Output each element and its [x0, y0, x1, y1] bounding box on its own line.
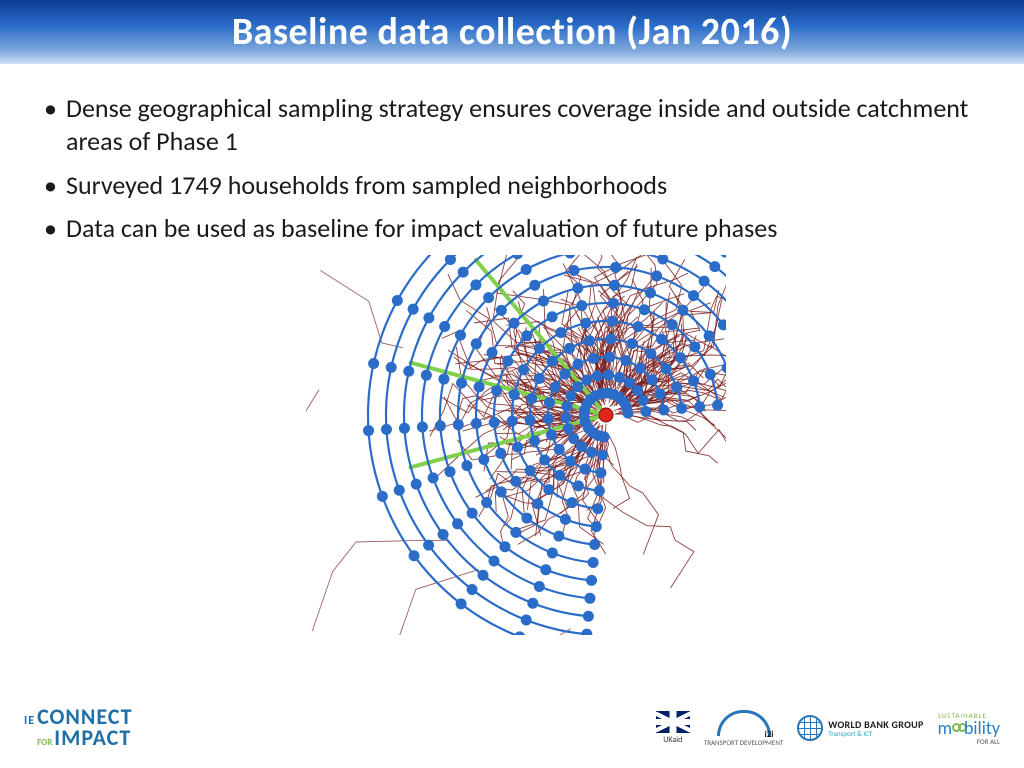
mobility-rings-icon [952, 723, 964, 732]
logo-ie: IE [24, 714, 35, 728]
uk-flag-icon [656, 711, 690, 733]
i2i-arc-icon: i2i [717, 710, 771, 736]
title-bar: Baseline data collection (Jan 2016) [0, 0, 1024, 64]
bullet-item: Surveyed 1749 households from sampled ne… [40, 169, 992, 202]
ukaid-label: UKaid [663, 735, 682, 745]
mobility-forall: FOR ALL [977, 738, 1000, 745]
wbg-line1: WORLD BANK GROUP [828, 720, 923, 730]
logo-impact: IMPACT [54, 728, 131, 749]
slide-body: Dense geographical sampling strategy ens… [0, 64, 1024, 635]
mobility-post: bility [964, 719, 1000, 737]
sustainable-mobility-logo: SUSTAINABLE m bility FOR ALL [938, 712, 1000, 745]
footer: IE CONNECT FOR IMPACT UKaid i2i [0, 694, 1024, 768]
i2i-logo: i2i TRANSPORT DEVELOPMENT [704, 710, 783, 747]
logo-for: FOR [37, 739, 52, 748]
slide: Baseline data collection (Jan 2016) Dens… [0, 0, 1024, 768]
world-bank-group-logo: WORLD BANK GROUP Transport & ICT [797, 715, 923, 741]
radial-sampling-diagram [306, 255, 726, 635]
mobility-pre: m [938, 719, 952, 737]
wbg-line2: Transport & ICT [828, 730, 923, 737]
bullet-item: Data can be used as baseline for impact … [40, 212, 992, 245]
bullet-item: Dense geographical sampling strategy ens… [40, 92, 992, 159]
bullet-list: Dense geographical sampling strategy ens… [40, 92, 992, 245]
ukaid-logo: UKaid [656, 711, 690, 745]
globe-icon [797, 715, 823, 741]
slide-title: Baseline data collection (Jan 2016) [232, 9, 792, 55]
diagram-container [40, 255, 992, 635]
partner-logos: UKaid i2i TRANSPORT DEVELOPMENT WORLD BA… [656, 710, 1000, 747]
connect-for-impact-logo: IE CONNECT FOR IMPACT [24, 707, 132, 749]
i2i-tag: i2i [765, 729, 774, 740]
